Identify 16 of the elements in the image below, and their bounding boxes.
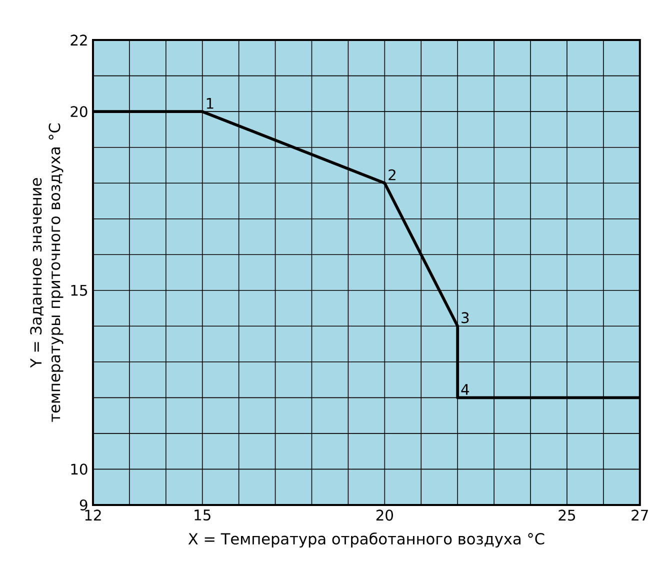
- x-tick-label: 27: [632, 510, 648, 521]
- y-tick-label: 15: [71, 285, 88, 296]
- y-tick-label: 9: [80, 500, 88, 511]
- annotation: 3: [462, 312, 469, 324]
- annotation: 4: [461, 384, 469, 395]
- x-tick-label: 15: [194, 510, 210, 521]
- annotation: 2: [388, 169, 396, 180]
- y-tick-label: 22: [70, 34, 87, 46]
- y-tick-label: 20: [70, 106, 88, 118]
- y-tick-label: 10: [71, 464, 88, 475]
- y-axis-title: Y = Заданное значение температуры приточного воздуха °C: [30, 124, 64, 422]
- x-tick-label: 20: [376, 510, 393, 521]
- annotation: 1: [206, 98, 214, 109]
- x-tick-label: 25: [558, 510, 575, 521]
- x-axis-title: X = Температура отработанного воздуха °C: [188, 532, 544, 548]
- x-tick-label: 12: [85, 510, 101, 521]
